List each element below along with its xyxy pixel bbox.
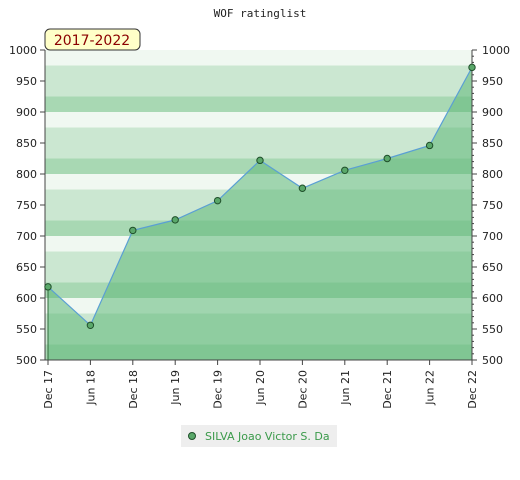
legend: SILVA Joao Victor S. Da bbox=[181, 425, 337, 447]
x-tick-label: Dec 19 bbox=[212, 370, 225, 409]
x-tick-label: Dec 21 bbox=[381, 370, 394, 409]
x-tick-label: Dec 20 bbox=[296, 370, 309, 409]
bg-band bbox=[45, 65, 472, 81]
bg-band bbox=[45, 81, 472, 97]
data-point bbox=[383, 154, 391, 163]
bg-band bbox=[45, 50, 472, 66]
period-label-text: 2017-2022 bbox=[54, 33, 130, 49]
y-tick-label-left: 800 bbox=[16, 168, 37, 181]
bg-band bbox=[45, 112, 472, 128]
y-tick-label-left: 650 bbox=[16, 261, 37, 274]
axes: 500 500 550 550 600 600 650 650 700 700 750 750 800 8… bbox=[9, 44, 510, 409]
y-tick-label-right: 1000 bbox=[482, 44, 510, 57]
y-tick-label-right: 800 bbox=[482, 168, 503, 181]
y-tick-label-right: 950 bbox=[482, 75, 503, 88]
y-tick-label-right: 700 bbox=[482, 230, 503, 243]
y-tick-label-left: 850 bbox=[16, 137, 37, 150]
bg-band bbox=[45, 143, 472, 159]
legend-marker-icon bbox=[188, 432, 196, 440]
y-tick-label-left: 950 bbox=[16, 75, 37, 88]
x-tick-label: Jun 22 bbox=[424, 370, 437, 406]
bg-band bbox=[45, 127, 472, 143]
data-point bbox=[341, 166, 349, 174]
data-point bbox=[44, 283, 52, 291]
y-tick-label-left: 750 bbox=[16, 199, 37, 212]
x-tick-label: Jun 18 bbox=[84, 370, 97, 406]
y-tick-label-right: 600 bbox=[482, 292, 503, 305]
data-point bbox=[425, 141, 434, 150]
y-tick-label-right: 900 bbox=[482, 106, 503, 119]
bg-band bbox=[45, 96, 472, 112]
y-tick-label-left: 700 bbox=[16, 230, 37, 243]
legend-series-name: SILVA Joao Victor S. Da bbox=[205, 429, 330, 443]
data-marks bbox=[44, 63, 476, 329]
y-tick-label-left: 550 bbox=[16, 323, 37, 336]
x-tick-label: Jun 19 bbox=[169, 370, 182, 406]
y-tick-label-left: 900 bbox=[16, 106, 37, 119]
x-tick-label: Dec 18 bbox=[127, 370, 140, 409]
chart-title: WOF ratinglist bbox=[214, 7, 307, 20]
y-tick-label-right: 750 bbox=[482, 199, 503, 212]
period-label: 2017-2022 bbox=[44, 28, 141, 51]
y-tick-label-right: 550 bbox=[482, 323, 503, 336]
data-point bbox=[171, 216, 179, 224]
y-tick-label-left: 500 bbox=[16, 354, 37, 367]
data-point bbox=[129, 226, 137, 235]
y-tick-label-right: 500 bbox=[482, 354, 503, 367]
data-point bbox=[256, 156, 264, 165]
data-point bbox=[468, 63, 476, 72]
y-tick-label-right: 850 bbox=[482, 137, 503, 150]
data-point bbox=[298, 184, 307, 192]
x-tick-label: Dec 22 bbox=[466, 370, 479, 409]
data-point bbox=[86, 321, 95, 329]
y-tick-label-right: 650 bbox=[482, 261, 503, 274]
data-point bbox=[213, 196, 222, 205]
series-area bbox=[48, 67, 472, 361]
y-tick-label-left: 1000 bbox=[9, 44, 37, 57]
y-tick-label-left: 600 bbox=[16, 292, 37, 305]
x-tick-label: Jun 20 bbox=[254, 370, 267, 406]
x-tick-label: Jun 21 bbox=[339, 370, 352, 406]
x-tick-label: Dec 17 bbox=[42, 370, 55, 409]
area-layer bbox=[48, 67, 472, 361]
